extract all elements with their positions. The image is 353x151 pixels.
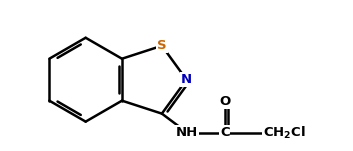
Text: NH: NH (176, 126, 198, 139)
Text: N: N (181, 73, 192, 86)
Text: C: C (220, 126, 229, 139)
Text: S: S (157, 39, 167, 52)
Text: CH$_{\mathregular{2}}$Cl: CH$_{\mathregular{2}}$Cl (263, 124, 305, 141)
Text: O: O (219, 95, 231, 108)
